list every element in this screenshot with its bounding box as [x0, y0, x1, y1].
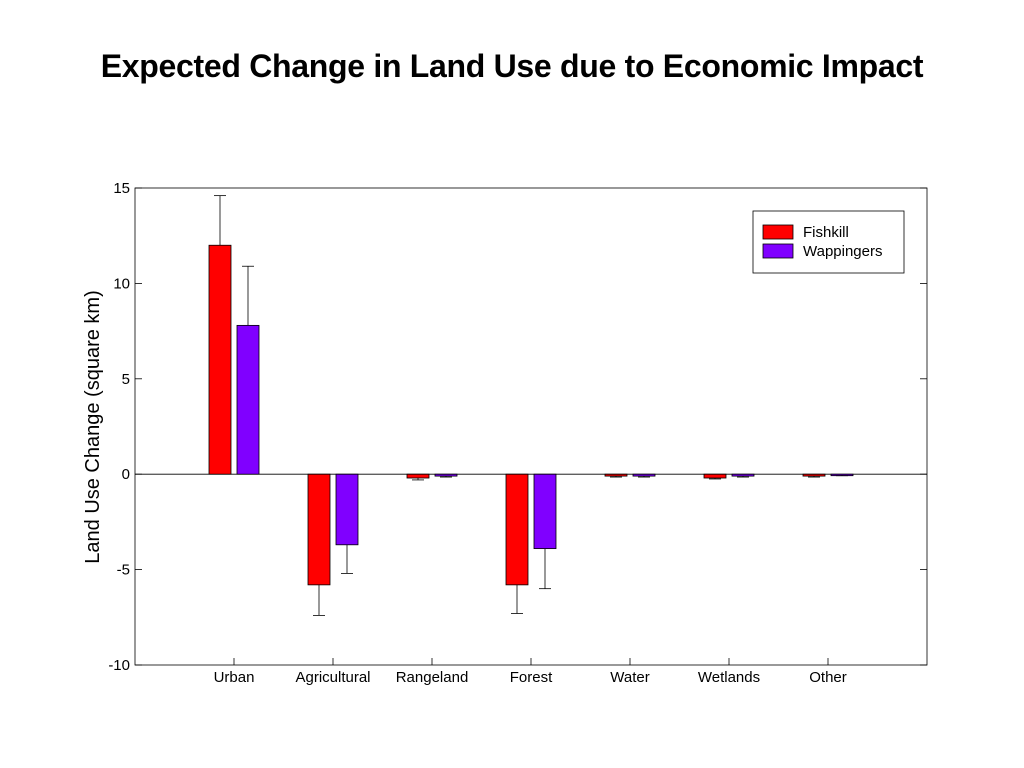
bar-fishkill	[604, 473, 628, 477]
x-tick-label: Urban	[214, 669, 255, 686]
legend-box	[752, 210, 905, 274]
chart-title: Expected Change in Land Use due to Econo…	[100, 48, 924, 84]
y-tick-label: -5	[117, 562, 130, 579]
legend-label-fishkill: Fishkill	[803, 224, 849, 241]
bar-fishkill	[307, 473, 331, 586]
bar-wappingers	[533, 473, 557, 550]
bar-wappingers	[236, 324, 260, 475]
x-tick-label: Water	[610, 669, 649, 686]
y-tick-label: 0	[122, 466, 130, 483]
x-tick-label: Wetlands	[698, 669, 760, 686]
bar-wappingers	[434, 473, 458, 477]
x-tick-label: Other	[809, 669, 847, 686]
bar-fishkill	[208, 244, 232, 475]
legend-swatch-fishkill	[762, 224, 794, 240]
bar-wappingers	[335, 473, 359, 546]
x-tick-label: Rangeland	[396, 669, 469, 686]
bar-wappingers	[632, 473, 656, 477]
x-tick-label: Forest	[510, 669, 553, 686]
y-axis-label: Land Use Change (square km)	[82, 290, 104, 563]
bar-fishkill	[406, 473, 430, 479]
legend-label-wappingers: Wappingers	[803, 243, 882, 260]
bar-wappingers	[731, 473, 755, 477]
y-tick-label: 10	[113, 275, 130, 292]
bar-fishkill	[703, 473, 727, 479]
y-tick-label: 5	[122, 371, 130, 388]
y-tick-label: 15	[113, 180, 130, 197]
legend-swatch-wappingers	[762, 243, 794, 259]
bar-fishkill	[505, 473, 529, 586]
y-tick-label: -10	[108, 657, 130, 674]
bar-fishkill	[802, 473, 826, 477]
x-tick-label: Agricultural	[295, 669, 370, 686]
